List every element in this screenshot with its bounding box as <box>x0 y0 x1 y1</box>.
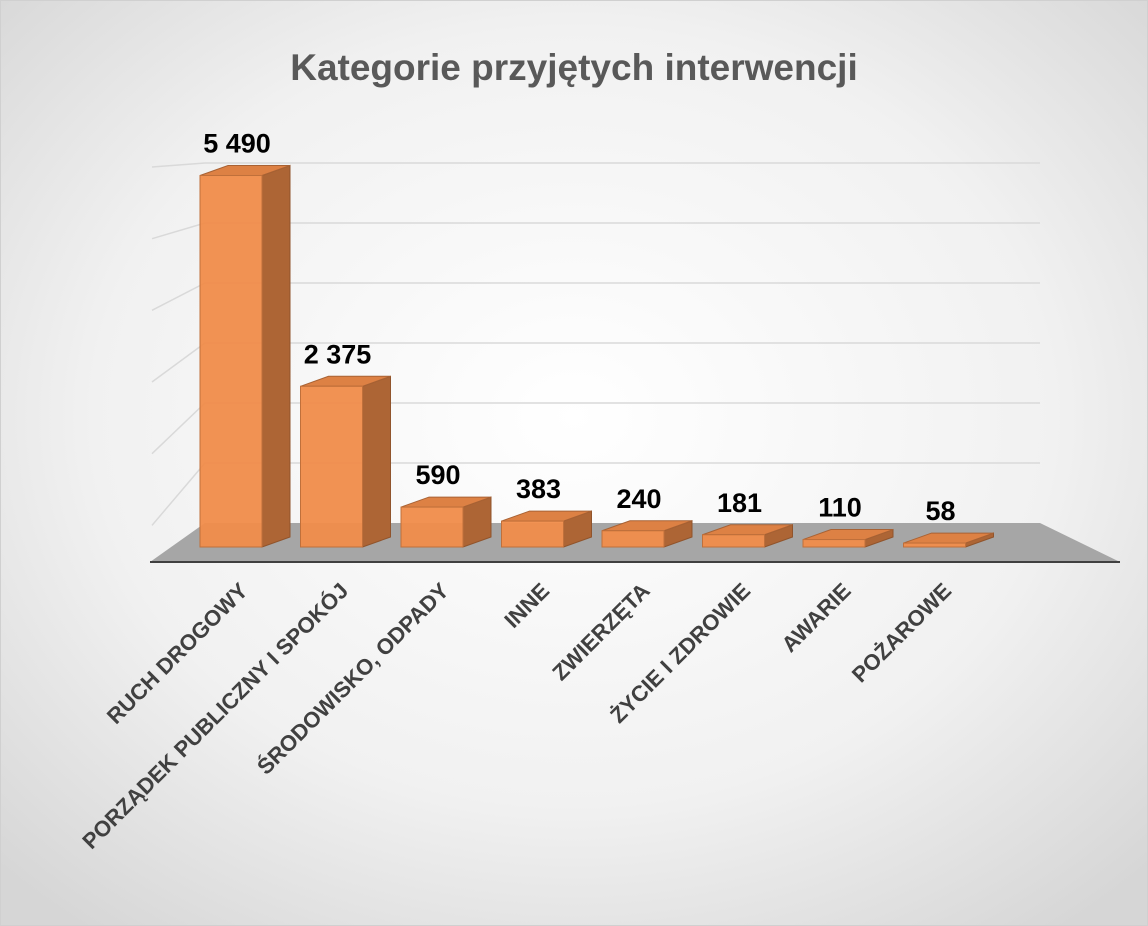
bar <box>802 539 866 548</box>
data-label: 383 <box>516 474 561 504</box>
data-label: 5 490 <box>203 129 271 159</box>
bar-side <box>261 164 291 548</box>
chart-title: Kategorie przyjętych interwencji <box>290 47 858 88</box>
bar <box>501 520 564 548</box>
bar <box>702 534 765 548</box>
data-label: 240 <box>616 484 661 514</box>
bar-side <box>362 375 391 548</box>
data-label: 58 <box>925 496 955 526</box>
data-label: 181 <box>717 488 762 518</box>
bar <box>400 506 464 548</box>
data-label: 590 <box>415 460 460 490</box>
data-label: 110 <box>818 493 862 523</box>
bar <box>601 530 665 548</box>
bar <box>199 175 263 548</box>
grid-line <box>151 162 1040 168</box>
bar <box>300 385 363 548</box>
data-label: 2 375 <box>304 339 372 369</box>
bar <box>903 542 966 548</box>
